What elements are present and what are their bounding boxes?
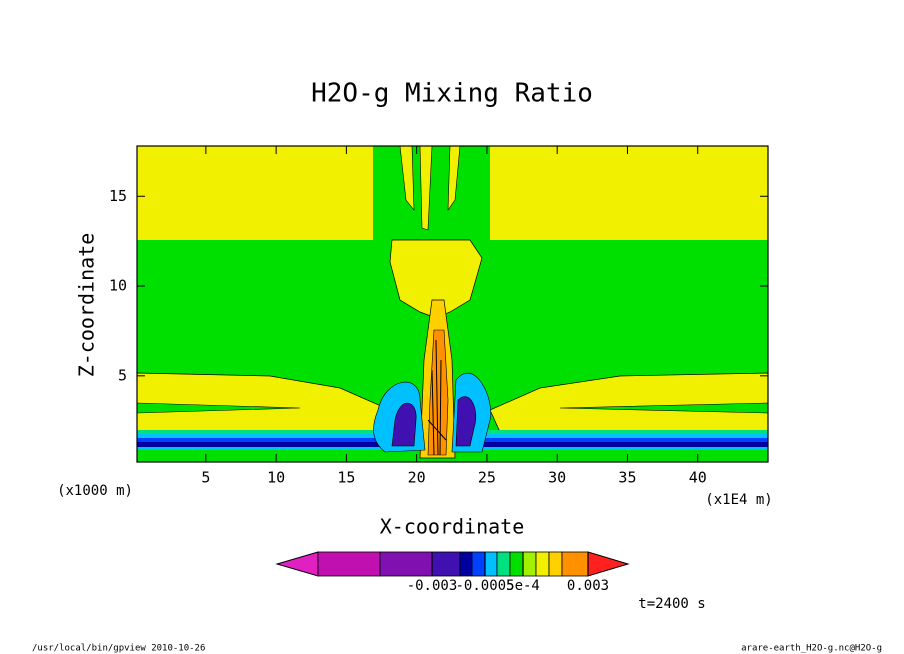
- colorbar-segment: [431, 551, 461, 577]
- y-tick-label: 5: [118, 366, 127, 384]
- x-tick-label: 25: [478, 469, 496, 487]
- x-tick-label: 5: [201, 469, 210, 487]
- colorbar-tick-label: -0.003: [407, 578, 458, 594]
- colorbar-tick-label: 5e-4: [506, 578, 540, 594]
- x-tick-label: 20: [408, 469, 426, 487]
- contour-line: [427, 339, 447, 456]
- y-tick-label: 10: [109, 277, 127, 295]
- x-tick-label: 40: [689, 469, 707, 487]
- colorbar-tick-label: -0.0005: [455, 578, 514, 594]
- y-tick-label: 15: [109, 187, 127, 205]
- colorbar-segment: [379, 551, 433, 577]
- x-tick-label: 35: [618, 469, 636, 487]
- colorbar-segment: [317, 551, 381, 577]
- x-unit: (x1E4 m): [705, 492, 772, 508]
- contour-fill: [137, 146, 373, 240]
- footer-left: /usr/local/bin/gpview 2010-10-26: [32, 644, 205, 654]
- colorbar-segment: [522, 551, 537, 577]
- colorbar-segment: [459, 551, 473, 577]
- footer-right: arare-earth_H2O-g.nc@H2O-g: [741, 644, 882, 654]
- contour-fill: [137, 402, 768, 414]
- colorbar-segment: [509, 551, 524, 577]
- y-axis-label: Z-coordinate: [75, 233, 99, 378]
- contour-fill: [490, 146, 768, 240]
- colorbar-segment: [484, 551, 498, 577]
- x-tick-label: 15: [337, 469, 355, 487]
- chart-title: H2O-g Mixing Ratio: [311, 79, 593, 109]
- colorbar-tick-label: 0.003: [567, 578, 609, 594]
- colorbar-end: [587, 551, 630, 577]
- colorbar-segment: [496, 551, 511, 577]
- colorbar-segment: [535, 551, 550, 577]
- plot-frame: [136, 145, 769, 463]
- x-tick-label: 10: [267, 469, 285, 487]
- x-axis-label: X-coordinate: [380, 515, 525, 539]
- colorbar-end: [275, 551, 319, 577]
- x-tick-label: 30: [548, 469, 566, 487]
- colorbar-segment: [561, 551, 589, 577]
- colorbar-segment: [548, 551, 563, 577]
- y-unit: (x1000 m): [57, 483, 133, 499]
- contour-fill: [399, 146, 461, 231]
- contour-field: [137, 146, 768, 462]
- colorbar-segment: [471, 551, 486, 577]
- annotation: t=2400 s: [638, 596, 705, 612]
- contour-fill: [391, 396, 477, 447]
